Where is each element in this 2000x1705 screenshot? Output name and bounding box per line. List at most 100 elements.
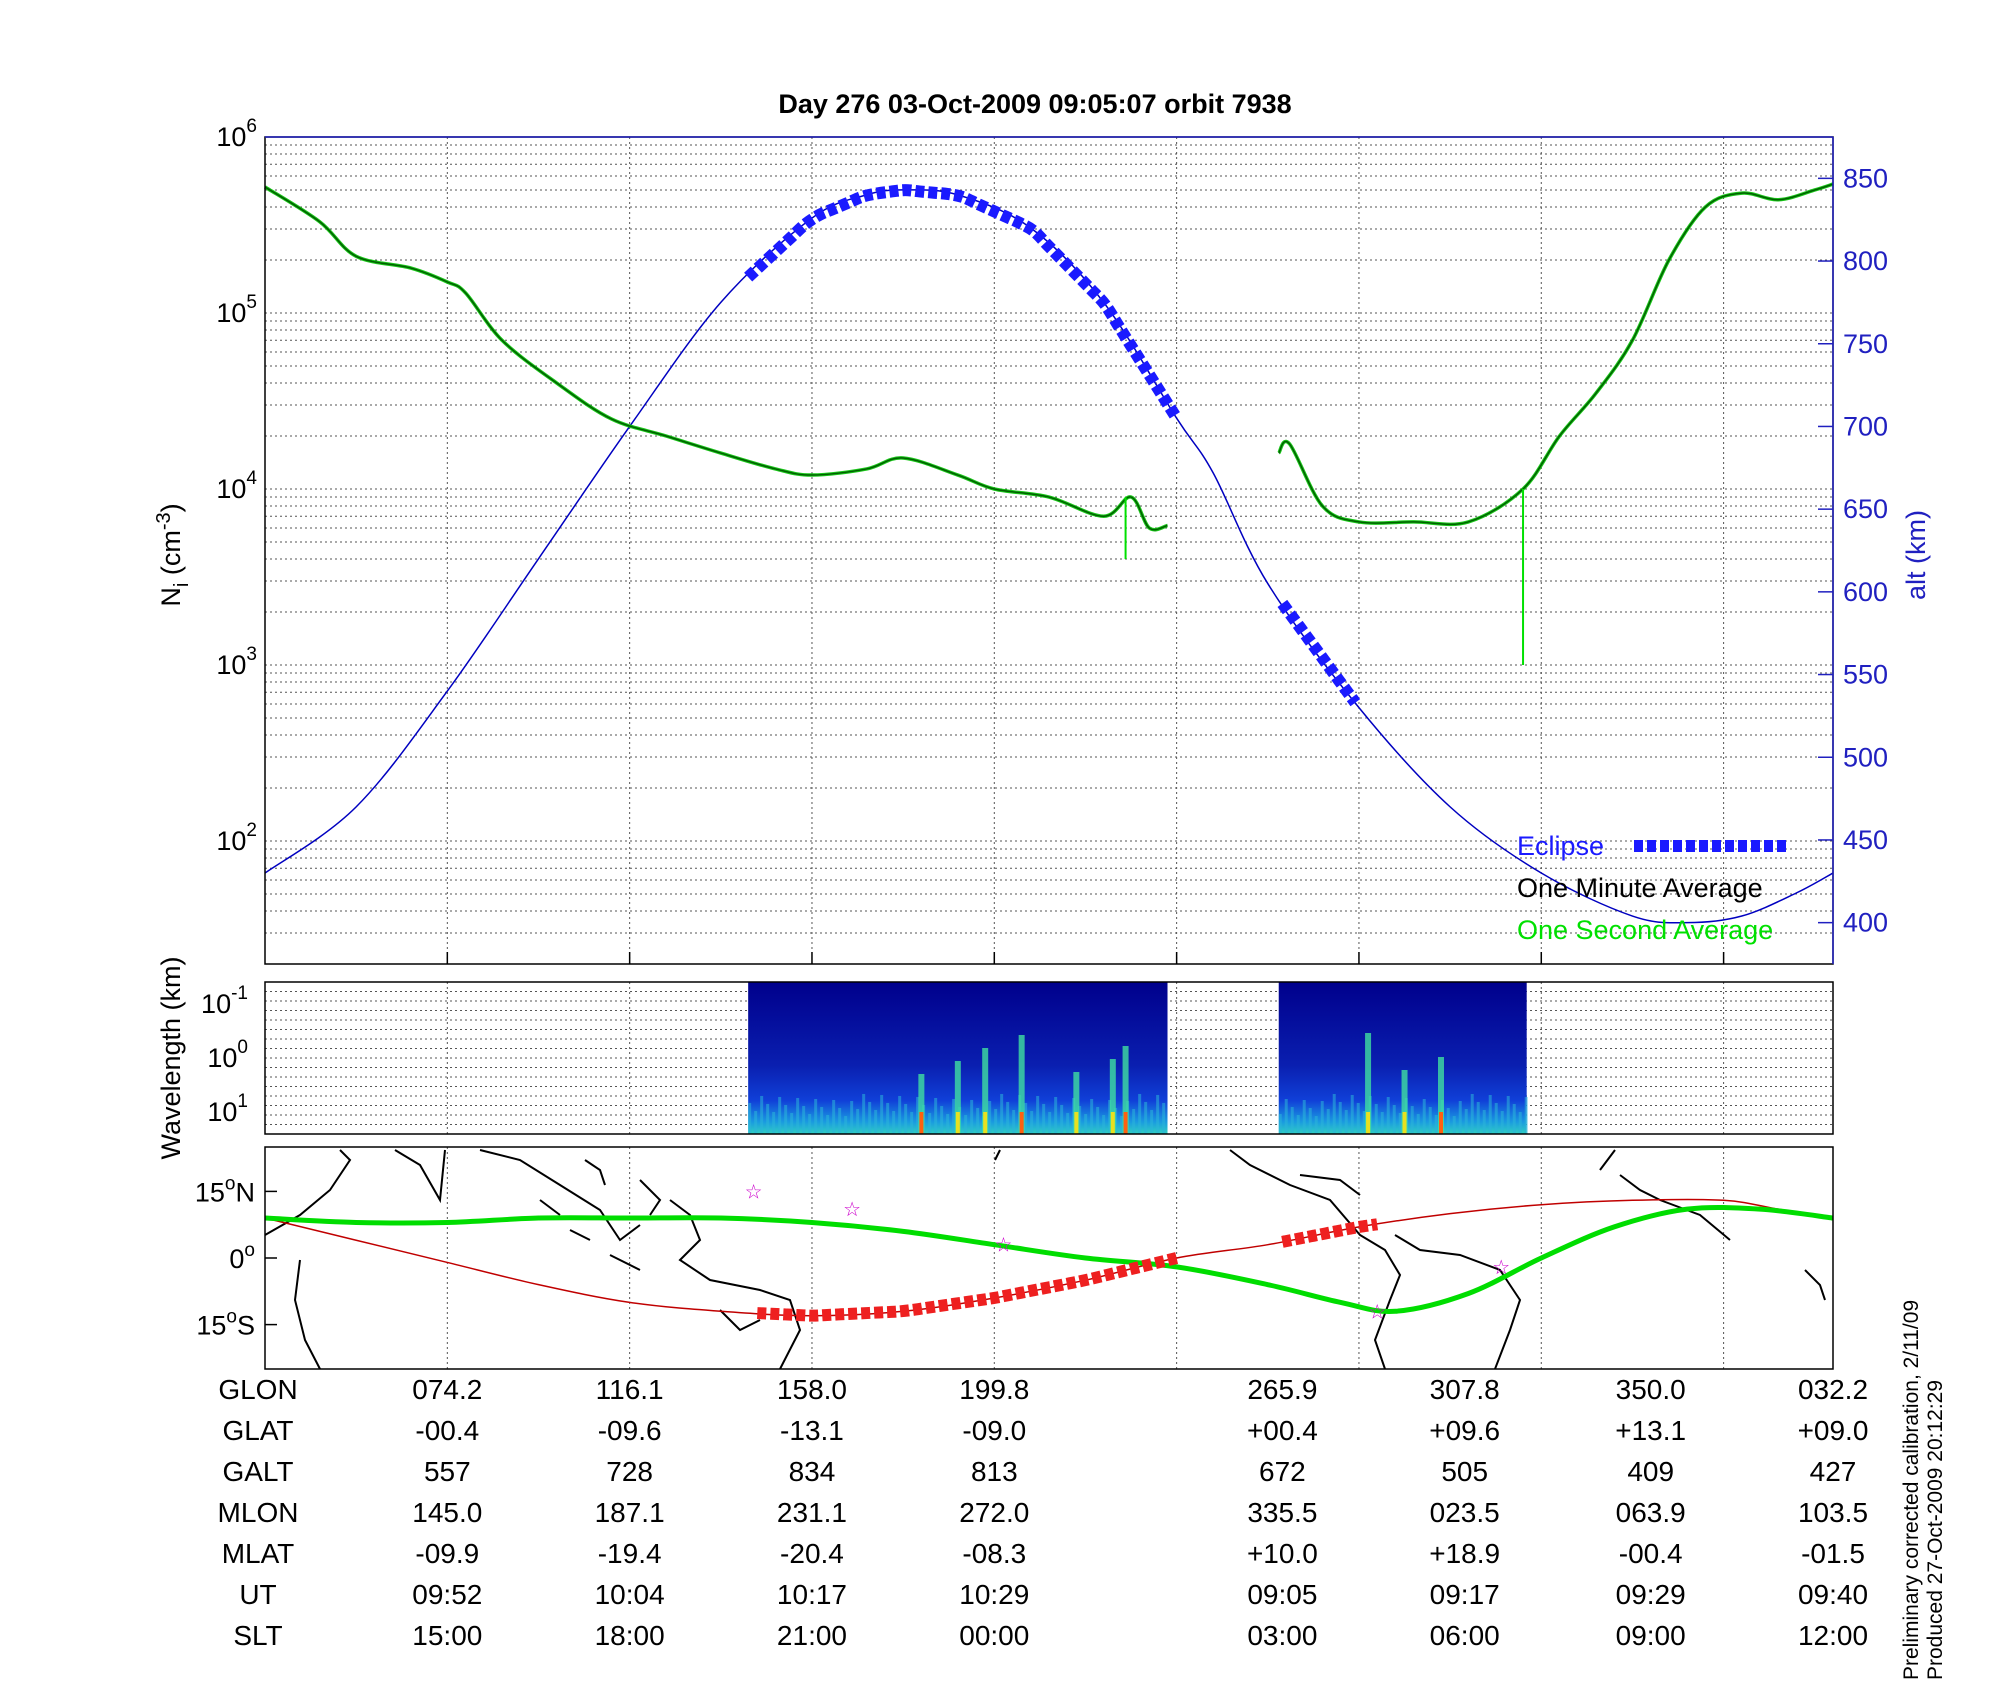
footnote: Preliminary corrected calibration, 2/11/…: [1900, 1300, 1948, 1680]
table-cell: 023.5: [1429, 1497, 1500, 1528]
table-cell: 409: [1627, 1456, 1675, 1487]
spectrogram-texture: [760, 1095, 764, 1134]
spectrogram-texture: [838, 1107, 842, 1134]
spectrogram-texture: [1290, 1106, 1294, 1134]
spectrogram-texture: [940, 1105, 944, 1134]
spectrogram-texture: [856, 1108, 860, 1134]
spectrogram-texture: [1422, 1098, 1426, 1134]
spectrogram-texture: [1446, 1107, 1450, 1134]
density-ylabel: Ni (cm-3): [153, 503, 193, 606]
spectrogram-bright: [1122, 1046, 1129, 1134]
spectrogram-texture: [1476, 1101, 1480, 1134]
table-cell: 21:00: [776, 1620, 847, 1651]
spectrogram-texture: [820, 1106, 824, 1134]
table-cell: -09.0: [962, 1415, 1027, 1446]
spectrogram-texture: [1078, 1105, 1082, 1134]
table-cell: 505: [1441, 1456, 1489, 1487]
spectrogram-texture: [916, 1096, 920, 1134]
eclipse-segment: [744, 184, 1182, 422]
spectrogram-texture: [868, 1101, 872, 1134]
table-cell: -09.6: [597, 1415, 662, 1446]
spectrogram-texture: [880, 1094, 884, 1134]
spectrogram-texture: [1338, 1101, 1342, 1134]
spectrogram-texture: [1500, 1110, 1504, 1134]
spectrogram-texture: [1048, 1111, 1052, 1134]
density-grid: [265, 136, 1833, 965]
spectrogram-texture: [1386, 1096, 1390, 1134]
spectrogram-tick-label: 100: [207, 1037, 248, 1073]
legend-one-second: One Second Average: [1517, 915, 1773, 945]
altitude-right-axis: 400 450 500 550 600 650 700 750 800 850: [1818, 163, 1888, 938]
table-cell: 10:29: [959, 1579, 1030, 1610]
spectrogram-texture: [886, 1102, 890, 1134]
spectrogram-tick-label: 10-1: [201, 983, 248, 1019]
spectrogram-texture: [802, 1105, 806, 1134]
spectrogram-texture: [808, 1113, 812, 1134]
table-cell: 834: [788, 1456, 836, 1487]
spectrogram-texture: [1084, 1113, 1088, 1134]
table-cell: 231.1: [776, 1497, 847, 1528]
spectrogram-texture: [1398, 1112, 1402, 1134]
eclipse-segment: [1277, 599, 1361, 707]
y-tick-label: 105: [216, 292, 257, 328]
table-cell: 103.5: [1797, 1497, 1869, 1528]
table-cell: -09.9: [415, 1538, 480, 1569]
spectrogram-texture: [1302, 1099, 1306, 1134]
spectrogram-texture: [964, 1114, 968, 1134]
y-right-tick-label: 750: [1843, 329, 1888, 359]
spectrogram-texture: [1488, 1094, 1492, 1134]
spectrogram-texture: [1332, 1093, 1336, 1134]
spectrogram-texture: [1006, 1101, 1010, 1134]
spectrogram-texture: [1278, 1113, 1282, 1134]
table-cell: 09:00: [1615, 1620, 1686, 1651]
spectrogram-bright: [1109, 1059, 1116, 1134]
y-right-tick-label: 800: [1843, 246, 1888, 276]
series-one-minute: [1278, 183, 1834, 526]
spectrogram-texture: [784, 1104, 788, 1134]
table-cell: -19.4: [597, 1538, 662, 1569]
star-marker: ☆: [1368, 1301, 1386, 1323]
table-row-label: GALT: [222, 1456, 294, 1487]
table-cell: +10.0: [1246, 1538, 1318, 1569]
spectrogram-tick-label: 101: [207, 1091, 248, 1127]
spectrogram-grid: [265, 982, 1833, 1134]
table-cell: +09.6: [1429, 1415, 1501, 1446]
spectrogram-texture: [1416, 1113, 1420, 1134]
table-cell: +13.1: [1615, 1415, 1687, 1446]
y-tick-label: 106: [216, 116, 257, 152]
table-cell: 063.9: [1615, 1497, 1686, 1528]
spectrogram-texture: [994, 1108, 998, 1134]
spectrogram-ylabel: Wavelength (km): [156, 956, 186, 1159]
spectrogram-texture: [1512, 1103, 1516, 1134]
spectrogram-texture: [970, 1099, 974, 1134]
table-cell: 350.0: [1615, 1374, 1686, 1405]
series-one-minute: [264, 186, 1168, 531]
table-cell: 06:00: [1429, 1620, 1500, 1651]
spectrogram-texture: [1470, 1093, 1474, 1134]
spectrogram-texture: [1096, 1106, 1100, 1134]
spectrogram-texture: [946, 1113, 950, 1134]
spectrogram-texture: [826, 1114, 830, 1134]
spectrogram-texture: [844, 1115, 848, 1134]
legend-eclipse: Eclipse: [1517, 831, 1604, 861]
spectrogram-texture: [1326, 1108, 1330, 1134]
spectrogram-texture: [1090, 1098, 1094, 1134]
spectrogram-peak: [1110, 1112, 1115, 1134]
table-cell: 427: [1809, 1456, 1857, 1487]
map-tracks: ☆ ☆ ☆ ☆ ☆: [264, 1181, 1834, 1323]
spectrogram-texture: [1464, 1108, 1468, 1134]
spectrogram-texture: [892, 1110, 896, 1134]
spectrogram-texture: [976, 1107, 980, 1134]
spectrogram-texture: [1506, 1095, 1510, 1134]
table-cell: 557: [423, 1456, 471, 1487]
table-row-label: UT: [239, 1579, 277, 1610]
magnetic-equator: [264, 1204, 1834, 1315]
spectrogram-texture: [832, 1099, 836, 1134]
density-left-axis: 102 103 104 105 106: [216, 116, 257, 856]
spectrogram-texture: [934, 1097, 938, 1134]
table-cell: 10:04: [594, 1579, 665, 1610]
orbit-track: [264, 1198, 1834, 1317]
spectrogram-bright: [1365, 1033, 1372, 1134]
table-row-label: SLT: [233, 1620, 283, 1651]
